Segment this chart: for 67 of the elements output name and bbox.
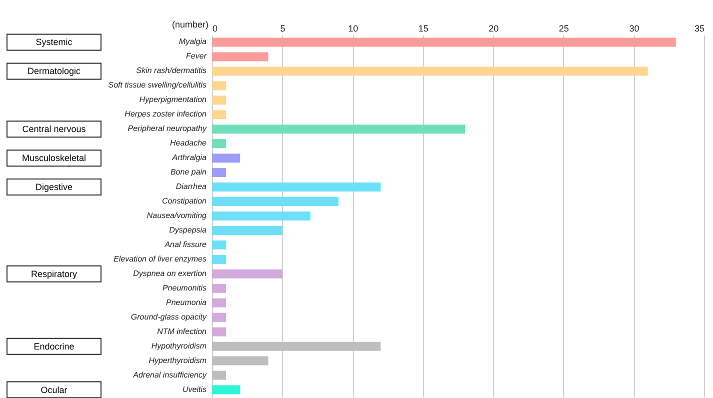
y-tick-label: Elevation of liver enzymes	[114, 254, 206, 264]
text: Digestive	[35, 182, 73, 192]
y-tick-label: Skin rash/dermatitis	[136, 66, 206, 76]
bar	[212, 284, 226, 293]
text: Musculoskeletal	[22, 153, 86, 164]
bar	[212, 385, 240, 394]
y-tick-label: Pneumonitis	[162, 283, 206, 292]
bar	[212, 81, 226, 90]
y-tick-label: Ground-glass opacity	[130, 312, 208, 322]
y-tick-label: Uveitis	[182, 384, 206, 394]
y-tick-label: Headache	[170, 138, 208, 148]
y-tick-label: Soft tissue swelling/cellulitis	[108, 80, 206, 90]
bar	[212, 240, 226, 250]
x-axis-title: (number)	[172, 20, 208, 30]
y-tick-label: Anal fissure	[164, 240, 208, 249]
bar	[212, 298, 226, 308]
x-tick-label: 10	[348, 24, 358, 34]
y-tick-label: Dyspnea on exertion	[133, 268, 208, 278]
y-tick-label: Nausea/vomiting	[146, 211, 208, 220]
y-tick-label: Constipation	[162, 196, 208, 206]
y-tick-label: Fever	[186, 52, 207, 61]
y-tick-label: Hypothyroidism	[151, 341, 207, 350]
text: Respiratory	[30, 268, 78, 279]
text: Endocrine	[34, 341, 74, 352]
bar	[212, 154, 240, 163]
bar	[212, 38, 676, 47]
bar	[212, 226, 282, 235]
x-tick-label: 0	[212, 24, 218, 34]
y-tick-label: Bone pain	[170, 168, 208, 177]
x-tick-label: 25	[558, 24, 569, 34]
y-tick-label: Hyperpigmentation	[139, 95, 208, 104]
text: Central nervous	[22, 124, 86, 134]
y-tick-label: Adrenal insufficiency	[132, 370, 208, 380]
bar	[212, 168, 226, 178]
bar	[212, 327, 226, 336]
x-tick-label: 5	[280, 24, 286, 34]
y-tick-label: Diarrhea	[176, 182, 208, 192]
text: Dermatologic	[27, 66, 82, 76]
bar	[212, 66, 648, 76]
y-tick-label: Arthralgia	[171, 153, 208, 162]
bar	[212, 370, 226, 380]
bar	[212, 356, 268, 366]
x-tick-label: 30	[629, 24, 640, 34]
bar	[212, 212, 310, 220]
y-tick-label: Pneumonia	[166, 298, 208, 307]
y-tick-label: NTM infection	[157, 326, 208, 336]
text: Systemic	[36, 37, 73, 48]
x-tick-label: 15	[418, 24, 428, 34]
y-tick-label: Myalgia	[178, 37, 208, 46]
y-tick-label: Peripheral neuropathy	[128, 124, 208, 134]
bar	[212, 254, 226, 264]
bar	[212, 52, 268, 62]
bar	[212, 269, 282, 278]
x-tick-label: 35	[694, 24, 704, 34]
text: Ocular	[40, 384, 68, 395]
x-tick-label: 20	[488, 24, 499, 34]
bar	[212, 110, 226, 120]
bar	[212, 312, 226, 322]
y-tick-label: Herpes zoster infection	[124, 110, 208, 119]
bar	[212, 124, 466, 134]
bar	[212, 96, 226, 105]
bar	[212, 342, 381, 351]
y-tick-label: Hyperthyroidism	[148, 356, 207, 365]
bar	[212, 182, 381, 192]
bar	[212, 139, 226, 148]
bar	[212, 197, 339, 206]
y-tick-label: Dyspepsia	[169, 225, 208, 234]
